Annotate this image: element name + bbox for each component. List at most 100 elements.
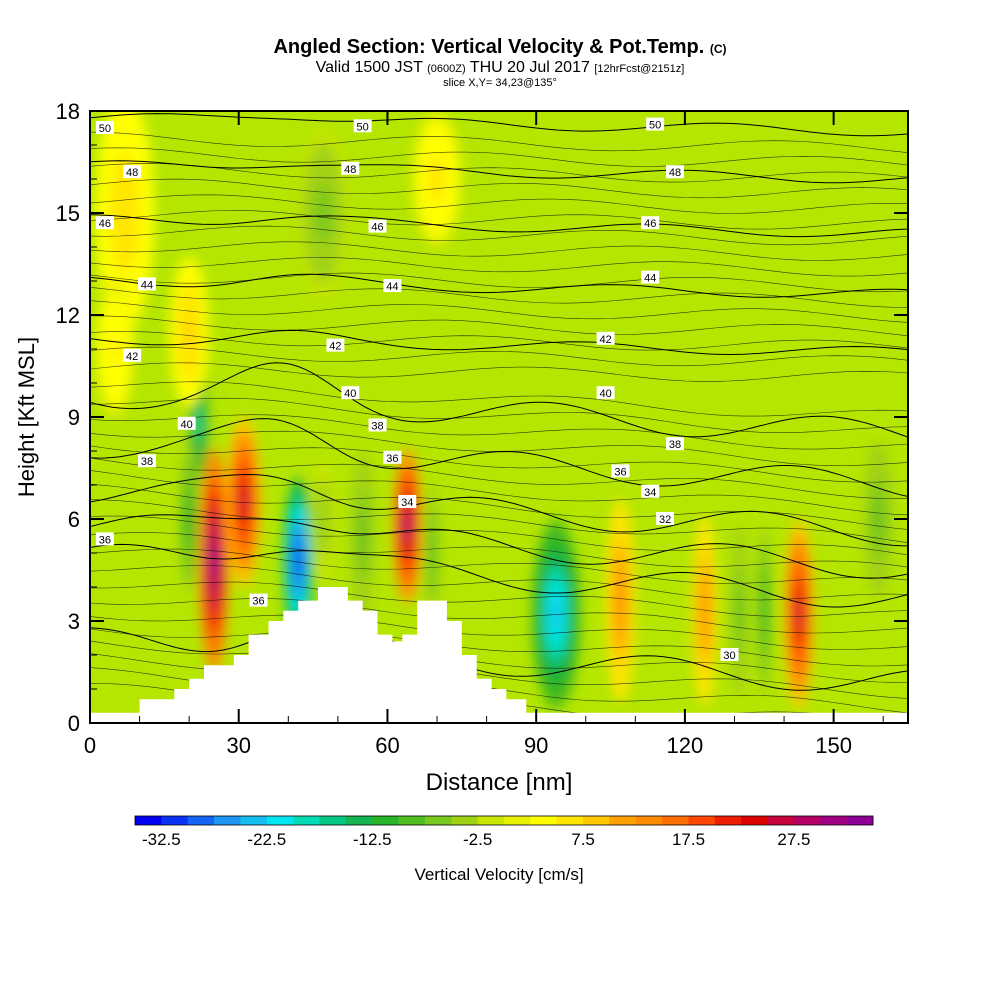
contour-label-box bbox=[341, 386, 360, 400]
title-suffix: (C) bbox=[709, 42, 727, 56]
contour-label-box bbox=[95, 121, 114, 134]
y-tick-label: 6 bbox=[68, 507, 80, 532]
contour-label-box bbox=[341, 161, 360, 175]
colorbar-tick-label: 7.5 bbox=[571, 830, 595, 849]
theta-contour-line bbox=[90, 331, 908, 351]
theta-contour-line bbox=[90, 625, 908, 691]
colorbar-swatch bbox=[688, 816, 716, 825]
theta-contour-line bbox=[90, 532, 908, 568]
colorbar-tick-label: -12.5 bbox=[353, 830, 392, 849]
colorbar-swatch bbox=[398, 816, 426, 825]
colorbar-swatch bbox=[635, 816, 663, 825]
contour-label: 36 bbox=[614, 466, 626, 478]
contour-label-box bbox=[398, 495, 417, 508]
contour-label: 32 bbox=[659, 514, 671, 526]
contour-label-box bbox=[596, 386, 615, 400]
theta-contour-line bbox=[90, 473, 908, 547]
plot-area: 50 50 50 48 48 48 46 46 46 44 44 44 42 42 42 40 40 40 38 38… bbox=[90, 111, 908, 723]
vv-cell-band bbox=[197, 413, 201, 434]
x-tick-label: 150 bbox=[815, 733, 852, 758]
contour-label-box bbox=[641, 270, 660, 284]
vv-cell bbox=[189, 362, 209, 485]
theta-contour-line bbox=[90, 225, 908, 246]
contour-label: 46 bbox=[99, 218, 111, 230]
colorbar-swatch bbox=[662, 816, 689, 825]
colorbar: -32.5 -22.5 -12.5 -2.5 7.5 17.5 27.5 bbox=[134, 815, 874, 849]
vv-cell bbox=[412, 111, 462, 247]
vv-cell-band bbox=[119, 193, 130, 233]
forecast-info: [12hrFcst@2151z] bbox=[594, 63, 685, 75]
vv-cell-band bbox=[404, 512, 410, 539]
contour-label: 38 bbox=[669, 439, 681, 451]
colorbar-swatch bbox=[266, 816, 294, 825]
theta-contour-line bbox=[90, 210, 908, 230]
theta-contour-line bbox=[90, 483, 908, 530]
chart-titles: Angled Section: Vertical Velocity & Pot.… bbox=[0, 36, 1000, 89]
theta-contour-line bbox=[90, 565, 908, 601]
colorbar-swatch bbox=[214, 816, 241, 825]
contour-label-box bbox=[720, 648, 739, 661]
terrain-profile bbox=[90, 587, 908, 723]
colorbar-swatch bbox=[530, 816, 558, 825]
vv-cell-band bbox=[702, 594, 707, 627]
theta-contour-line bbox=[90, 397, 908, 433]
y-axis-label: Height [Kft MSL] bbox=[14, 337, 39, 497]
vv-cell bbox=[199, 447, 229, 672]
theta-contour-line bbox=[90, 241, 908, 261]
vv-cell-band bbox=[360, 521, 365, 551]
contour-label-box bbox=[368, 418, 387, 432]
valid-time: Valid 1500 JST bbox=[315, 59, 423, 76]
contour-label: 40 bbox=[181, 419, 193, 431]
contour-label: 40 bbox=[599, 388, 611, 400]
theta-contour-line bbox=[90, 346, 908, 367]
colorbar-swatch bbox=[161, 816, 189, 825]
contour-label: 40 bbox=[344, 388, 356, 400]
contour-label: 44 bbox=[141, 279, 153, 291]
colorbar-tick-label: -32.5 bbox=[142, 830, 181, 849]
vv-cell bbox=[692, 515, 718, 706]
colorbar-swatch bbox=[767, 816, 795, 825]
vv-cell bbox=[393, 447, 422, 604]
theta-contour-line bbox=[90, 362, 908, 438]
colorbar-frame bbox=[134, 815, 874, 826]
terrain bbox=[90, 587, 908, 723]
theta-contour-line bbox=[90, 315, 908, 337]
y-tick-label: 18 bbox=[56, 99, 80, 124]
vv-cell bbox=[94, 281, 135, 417]
theta-contour-line bbox=[90, 381, 908, 417]
colorbar-tick-label: 27.5 bbox=[777, 830, 810, 849]
theta-contour-line bbox=[90, 362, 908, 382]
contour-label-box bbox=[138, 277, 157, 291]
contour-label: 42 bbox=[599, 334, 611, 346]
colorbar-swatch bbox=[293, 816, 320, 825]
contour-label: 36 bbox=[252, 596, 264, 608]
contour-label-box bbox=[177, 416, 196, 430]
vv-cell-band bbox=[240, 487, 247, 517]
contour-label: 34 bbox=[644, 487, 656, 499]
vv-cell-band bbox=[432, 167, 442, 191]
contour-label: 36 bbox=[99, 534, 111, 546]
colorbar-swatch bbox=[556, 816, 584, 825]
contour-label: 36 bbox=[386, 453, 398, 465]
contour-label: 46 bbox=[371, 222, 383, 234]
theta-contour-line bbox=[90, 160, 908, 184]
vv-cell bbox=[169, 257, 209, 407]
theta-contour-line bbox=[90, 581, 908, 617]
vv-cell bbox=[179, 444, 200, 594]
contour-label: 50 bbox=[99, 123, 111, 135]
contour-label: 48 bbox=[126, 167, 138, 179]
chart-title: Angled Section: Vertical Velocity & Pot.… bbox=[0, 36, 1000, 60]
contour-label-box bbox=[249, 593, 268, 607]
vv-cell-band bbox=[211, 541, 217, 579]
slice-info: slice X,Y= 34,23@135° bbox=[443, 77, 557, 89]
x-tick-label: 90 bbox=[524, 733, 548, 758]
vv-cell-band bbox=[187, 506, 191, 532]
vv-cell bbox=[531, 519, 581, 710]
theta-contours bbox=[90, 113, 908, 723]
contour-label: 48 bbox=[344, 164, 356, 176]
vv-cell-band bbox=[875, 505, 881, 533]
theta-contour-line bbox=[90, 414, 908, 450]
y-tick-label: 3 bbox=[68, 609, 80, 634]
theta-contour-line bbox=[90, 329, 908, 356]
title-main: Angled Section: Vertical Velocity & Pot.… bbox=[273, 36, 705, 58]
